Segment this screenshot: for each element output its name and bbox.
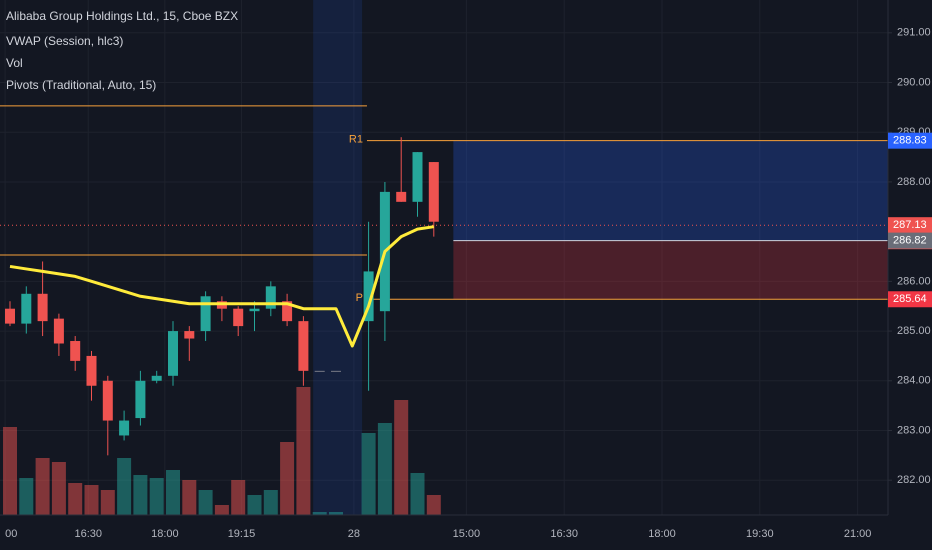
- y-tick-label: 286.00: [897, 275, 931, 287]
- legend-title: Alibaba Group Holdings Ltd., 15, Cboe BZ…: [6, 9, 238, 23]
- y-tick-label: 285.00: [897, 325, 931, 337]
- legend-indicator: VWAP (Session, hlc3): [6, 34, 123, 48]
- candle-body: [102, 380, 113, 421]
- candle-body: [314, 370, 325, 372]
- x-tick-label: 19:15: [228, 528, 256, 540]
- volume-bar: [68, 483, 83, 515]
- candle-body: [119, 420, 130, 436]
- y-tick-label: 283.00: [897, 424, 931, 436]
- x-tick-label: 28: [348, 528, 360, 540]
- candle-body: [21, 293, 32, 324]
- volume-bar: [394, 400, 409, 515]
- legend-indicator: Vol: [6, 56, 23, 70]
- x-tick-label: 15:00: [453, 528, 481, 540]
- candle-body: [265, 286, 276, 309]
- x-tick-label: 18:00: [151, 528, 179, 540]
- x-tick-label: 21:00: [844, 528, 872, 540]
- volume-bar: [296, 387, 311, 515]
- volume-bar: [182, 480, 197, 515]
- volume-bar: [410, 473, 425, 515]
- volume-bar: [84, 485, 99, 515]
- volume-bar: [361, 433, 376, 515]
- volume-bar: [426, 495, 441, 515]
- x-tick-label: 16:30: [74, 528, 102, 540]
- price-badge: [888, 217, 932, 234]
- price-badge: [888, 132, 932, 149]
- candle-body: [37, 293, 48, 322]
- volume-bar: [133, 475, 148, 515]
- candle-body: [233, 308, 244, 327]
- pivot-label: P: [356, 292, 363, 304]
- candle-body: [151, 375, 162, 381]
- price-badge-label: 285.64: [893, 293, 927, 305]
- grid: [0, 0, 888, 515]
- price-badge-label: 287.13: [893, 219, 927, 231]
- volume-bar: [377, 423, 392, 515]
- candle-body: [249, 308, 260, 312]
- candle-body: [412, 152, 423, 202]
- volume-bar: [35, 458, 50, 515]
- volume-bar: [312, 512, 327, 515]
- y-tick-label: 284.00: [897, 375, 931, 387]
- axes: 282.00283.00284.00285.00286.00288.00289.…: [5, 27, 932, 540]
- volume-bar: [117, 458, 132, 515]
- candle-body: [298, 321, 309, 371]
- volume-bar: [198, 490, 213, 515]
- candle-body: [5, 308, 16, 324]
- volume-bar: [51, 462, 66, 515]
- session-highlight: [313, 0, 363, 515]
- target-zone: [453, 140, 888, 241]
- price-badge-label: 286.82: [893, 235, 927, 247]
- candle-body: [168, 331, 179, 376]
- volume-bar: [3, 427, 18, 515]
- candle-body: [135, 380, 146, 419]
- candle-body: [363, 271, 374, 322]
- volume-bar: [263, 490, 278, 515]
- pivot-label: R1: [349, 134, 363, 146]
- x-tick-label: 19:30: [746, 528, 774, 540]
- x-tick-label: 18:00: [648, 528, 676, 540]
- y-tick-label: 282.00: [897, 474, 931, 486]
- y-tick-label: 290.00: [897, 76, 931, 88]
- price-badge: [888, 232, 932, 249]
- candle-body: [396, 191, 407, 202]
- volume-bar: [280, 442, 295, 515]
- stop-zone: [453, 240, 888, 300]
- candle-body: [86, 355, 97, 386]
- volume-bar: [100, 490, 115, 515]
- plot: R1 P: [0, 0, 888, 515]
- vwap-line: [9, 225, 435, 348]
- candle-body: [282, 301, 293, 322]
- x-tick-label: 00: [5, 528, 17, 540]
- x-tick-label: 16:30: [550, 528, 578, 540]
- volume-bar: [231, 480, 246, 515]
- volume-bar: [329, 512, 344, 515]
- candle-body: [331, 370, 342, 372]
- candle-body: [428, 162, 439, 222]
- volume-bar: [166, 470, 181, 515]
- candle-body: [200, 296, 211, 332]
- candle-body: [70, 341, 81, 361]
- price-axis: [888, 0, 932, 550]
- volume-bar: [247, 495, 262, 515]
- volume-bar: [214, 505, 229, 515]
- candle-body: [184, 331, 195, 339]
- volume-bar: [19, 478, 34, 515]
- price-badge-label: 288.83: [893, 135, 927, 147]
- candle-body: [53, 318, 64, 344]
- volume-bar: [149, 478, 164, 515]
- y-tick-label: 288.00: [897, 176, 931, 188]
- y-tick-label: 291.00: [897, 27, 931, 39]
- legend-indicator: Pivots (Traditional, Auto, 15): [6, 78, 156, 92]
- price-badge: [888, 291, 932, 308]
